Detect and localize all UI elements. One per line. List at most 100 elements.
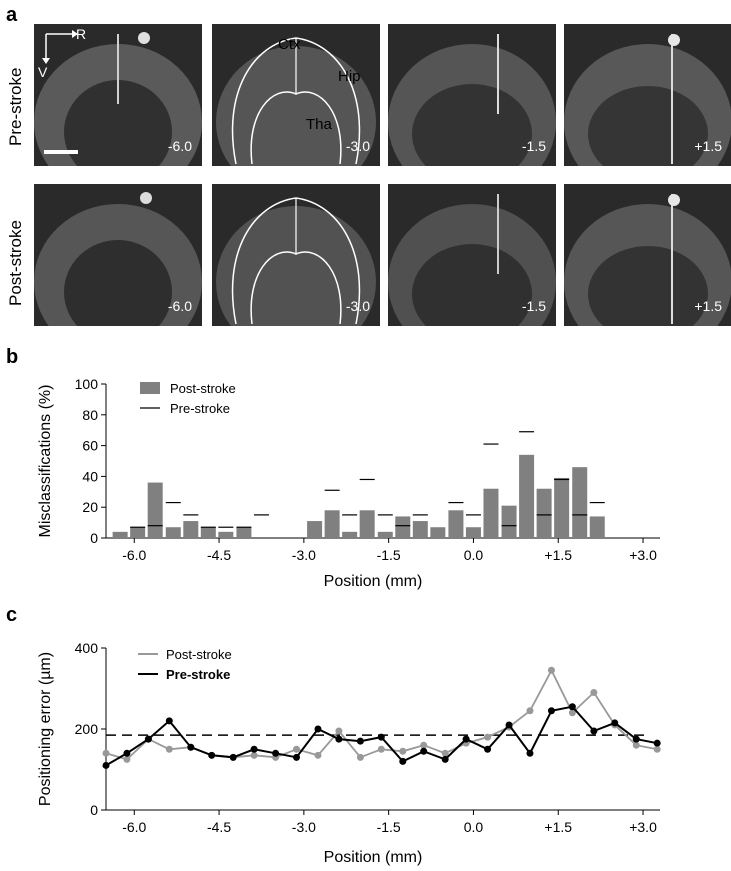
image-pre-stroke-2: Ctx Hip Tha -3.0 (212, 24, 380, 166)
point-pre-stroke (484, 745, 492, 753)
x-tick-label: -6.0 (122, 547, 146, 563)
atlas-label-hip: Hip (338, 68, 361, 85)
orientation-label-ventral: V (38, 64, 48, 80)
y-tick-label: 0 (90, 530, 98, 546)
tile-position-label: -3.0 (345, 138, 370, 154)
bar-post-stroke (359, 510, 375, 538)
point-pre-stroke (123, 749, 131, 757)
brain-atlas-overlay (216, 197, 376, 326)
bar-post-stroke (236, 527, 252, 538)
x-tick-label: -3.0 (292, 547, 316, 563)
atlas-label-ctx: Ctx (278, 36, 301, 53)
point-pre-stroke (208, 751, 216, 759)
scale-bar (44, 150, 78, 154)
point-pre-stroke (632, 735, 640, 743)
point-pre-stroke (653, 739, 661, 747)
panel-letter-c: c (6, 604, 18, 626)
point-post-stroke (653, 745, 661, 753)
orientation-label-right: R (76, 26, 87, 42)
y-axis-label: Misclassifications (%) (37, 385, 54, 538)
tile-position-label: +1.5 (694, 298, 722, 314)
bar-post-stroke (412, 521, 428, 538)
point-post-stroke (250, 751, 258, 759)
x-axis-label: Position (mm) (324, 573, 423, 590)
point-pre-stroke (526, 749, 534, 757)
point-pre-stroke (399, 757, 407, 765)
point-post-stroke (314, 751, 322, 759)
x-tick-label: +3.0 (629, 547, 657, 563)
panel-letter-b: b (6, 346, 19, 368)
y-tick-label: 400 (75, 640, 99, 656)
y-axis-label: Positioning error (µm) (37, 652, 54, 806)
point-post-stroke (102, 749, 110, 757)
tile-position-label: -3.0 (345, 298, 370, 314)
point-post-stroke (165, 745, 173, 753)
image-post-stroke-3: -1.5 (388, 184, 556, 326)
point-pre-stroke (441, 755, 449, 763)
point-post-stroke (123, 755, 131, 763)
bar-post-stroke (519, 454, 535, 538)
bar-post-stroke (200, 527, 216, 538)
bar-post-stroke (130, 527, 146, 538)
x-tick-label: -4.5 (207, 547, 231, 563)
x-tick-label: +1.5 (544, 819, 572, 835)
x-tick-label: -1.5 (377, 819, 401, 835)
bar-post-stroke (377, 531, 393, 538)
legend-label-post-stroke: Post-stroke (166, 647, 232, 662)
bar-post-stroke (165, 527, 181, 538)
point-post-stroke (568, 709, 576, 717)
atlas-label-tha: Tha (306, 116, 332, 133)
image-post-stroke-1: -6.0 (34, 184, 202, 326)
chart-misclassifications: 0 20 40 60 80 100 -6.0 -4.5 -3.0 -1.5 0.0 +1.5 +3.0 P… (37, 376, 660, 590)
tile-position-label: -1.5 (521, 138, 546, 154)
point-pre-stroke (314, 725, 322, 733)
tile-position-label: +1.5 (694, 138, 722, 154)
legend-label-pre-stroke: Pre-stroke (170, 401, 230, 416)
point-pre-stroke (590, 727, 598, 735)
bar-post-stroke (589, 516, 605, 538)
brain-slice-graphic (564, 194, 731, 326)
brain-slice-graphic (564, 34, 731, 166)
x-tick-label: -4.5 (207, 819, 231, 835)
x-tick-label: 0.0 (464, 819, 484, 835)
point-post-stroke (335, 727, 343, 735)
point-pre-stroke (568, 703, 576, 711)
legend-swatch-post-stroke (140, 382, 160, 394)
bar-post-stroke (112, 531, 128, 538)
point-post-stroke (441, 749, 449, 757)
point-pre-stroke (335, 735, 343, 743)
point-post-stroke (590, 689, 598, 697)
bar-post-stroke (554, 477, 570, 538)
point-post-stroke (377, 745, 385, 753)
point-pre-stroke (187, 743, 195, 751)
point-pre-stroke (377, 733, 385, 741)
point-pre-stroke (420, 747, 428, 755)
image-pre-stroke-1: R V -6.0 (34, 24, 202, 166)
point-pre-stroke (272, 749, 280, 757)
brain-slice-graphic (34, 192, 202, 326)
y-tick-label: 40 (82, 468, 98, 484)
panel-letter-a: a (6, 4, 18, 26)
point-pre-stroke (165, 717, 173, 725)
y-tick-label: 80 (82, 407, 98, 423)
x-tick-label: +3.0 (629, 819, 657, 835)
brain-slice-graphic (388, 194, 556, 326)
bar-post-stroke (307, 521, 323, 538)
tile-position-label: -1.5 (521, 298, 546, 314)
image-pre-stroke-4: +1.5 (564, 24, 731, 166)
chart-positioning-error: 0 200 400 -6.0 -4.5 -3.0 -1.5 0.0 +1.5 +3.0 Positi… (37, 640, 661, 866)
bar-post-stroke (483, 488, 499, 538)
bar-post-stroke (572, 467, 588, 538)
point-post-stroke (293, 745, 301, 753)
point-pre-stroke (505, 721, 513, 729)
bar-post-stroke (465, 527, 481, 538)
row-label-pre-stroke: Pre-stroke (6, 67, 25, 146)
bar-post-stroke (218, 531, 234, 538)
row-label-post-stroke: Post-stroke (6, 220, 25, 306)
x-tick-label: 0.0 (464, 547, 484, 563)
bar-post-stroke (147, 482, 163, 538)
bar-post-stroke (501, 505, 517, 538)
tile-position-label: -6.0 (167, 138, 192, 154)
brain-slice-graphic (34, 32, 202, 166)
bar-post-stroke (324, 510, 340, 538)
